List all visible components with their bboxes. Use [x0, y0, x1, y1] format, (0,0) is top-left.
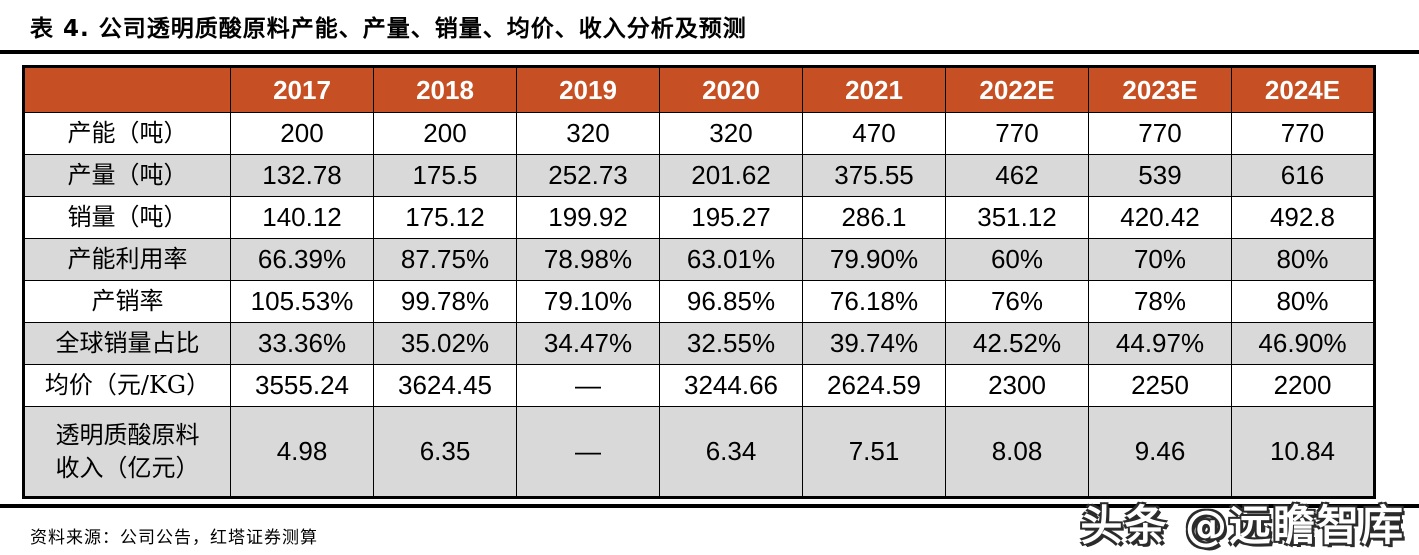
table-cell: 8.08	[945, 406, 1089, 498]
table-cell: 79.90%	[802, 238, 946, 281]
row-label: 产销率	[23, 280, 231, 323]
table-cell: 96.85%	[659, 280, 803, 323]
col-header-2019: 2019	[516, 66, 660, 113]
table-cell: 66.39%	[230, 238, 374, 281]
watermark: 头条 @远瞻智库	[1080, 501, 1405, 550]
col-header-2017: 2017	[230, 66, 374, 113]
table-cell: 492.8	[1231, 196, 1375, 239]
table-cell: 6.35	[373, 406, 517, 498]
table-cell: 3555.24	[230, 364, 374, 407]
table-cell: 286.1	[802, 196, 946, 239]
table-cell: 201.62	[659, 154, 803, 197]
table-cell: 44.97%	[1088, 322, 1232, 365]
table-cell: 200	[230, 112, 374, 155]
table-cell: 70%	[1088, 238, 1232, 281]
col-header-2024e: 2024E	[1231, 66, 1375, 113]
col-header-2021: 2021	[802, 66, 946, 113]
table-cell: 42.52%	[945, 322, 1089, 365]
footer-divider	[0, 504, 1419, 508]
table-cell: 76.18%	[802, 280, 946, 323]
col-header-2022e: 2022E	[945, 66, 1089, 113]
table-cell: 140.12	[230, 196, 374, 239]
table-row-output: 产量（吨） 132.78 175.5 252.73 201.62 375.55 …	[23, 154, 1375, 197]
table-row-avg-price: 均价（元/KG） 3555.24 3624.45 — 3244.66 2624.…	[23, 364, 1375, 407]
table-row-utilization: 产能利用率 66.39% 87.75% 78.98% 63.01% 79.90%…	[23, 238, 1375, 281]
table-cell: 78%	[1088, 280, 1232, 323]
table-cell: 2300	[945, 364, 1089, 407]
table-cell: 7.51	[802, 406, 946, 498]
table-cell: 175.12	[373, 196, 517, 239]
table-row-sales-ratio: 产销率 105.53% 99.78% 79.10% 96.85% 76.18% …	[23, 280, 1375, 323]
table-cell: 420.42	[1088, 196, 1232, 239]
table-cell: 132.78	[230, 154, 374, 197]
row-label: 透明质酸原料 收入（亿元）	[23, 406, 231, 498]
col-header-2023e: 2023E	[1088, 66, 1232, 113]
table-cell: 539	[1088, 154, 1232, 197]
table-cell: 39.74%	[802, 322, 946, 365]
table-cell: 616	[1231, 154, 1375, 197]
table-cell: 175.5	[373, 154, 517, 197]
data-table-container: 2017 2018 2019 2020 2021 2022E 2023E 202…	[22, 65, 1376, 499]
table-cell: 32.55%	[659, 322, 803, 365]
table-row-revenue: 透明质酸原料 收入（亿元） 4.98 6.35 — 6.34 7.51 8.08…	[23, 406, 1375, 498]
table-cell: 470	[802, 112, 946, 155]
page-title: 表 4. 公司透明质酸原料产能、产量、销量、均价、收入分析及预测	[30, 16, 747, 42]
col-header-2018: 2018	[373, 66, 517, 113]
table-cell: 6.34	[659, 406, 803, 498]
row-label: 均价（元/KG）	[23, 364, 231, 407]
table-cell: 2200	[1231, 364, 1375, 407]
table-cell: 770	[945, 112, 1089, 155]
table-cell: 375.55	[802, 154, 946, 197]
table-cell: 200	[373, 112, 517, 155]
table-cell: 195.27	[659, 196, 803, 239]
table-cell: 4.98	[230, 406, 374, 498]
row-label: 全球销量占比	[23, 322, 231, 365]
table-cell: 10.84	[1231, 406, 1375, 498]
table-cell: 105.53%	[230, 280, 374, 323]
table-cell: 320	[659, 112, 803, 155]
table-cell: 79.10%	[516, 280, 660, 323]
table-cell: 2250	[1088, 364, 1232, 407]
table-cell: 87.75%	[373, 238, 517, 281]
table-cell: 2624.59	[802, 364, 946, 407]
table-cell: —	[516, 406, 660, 498]
table-cell: 9.46	[1088, 406, 1232, 498]
row-label: 产量（吨）	[23, 154, 231, 197]
table-cell: 78.98%	[516, 238, 660, 281]
table-cell: —	[516, 364, 660, 407]
table-cell: 3244.66	[659, 364, 803, 407]
table-cell: 770	[1088, 112, 1232, 155]
col-header-2020: 2020	[659, 66, 803, 113]
title-divider	[0, 50, 1419, 54]
corner-cell	[23, 66, 231, 113]
table-cell: 99.78%	[373, 280, 517, 323]
table-cell: 199.92	[516, 196, 660, 239]
table-cell: 252.73	[516, 154, 660, 197]
row-label: 产能（吨）	[23, 112, 231, 155]
table-row-global-share: 全球销量占比 33.36% 35.02% 34.47% 32.55% 39.74…	[23, 322, 1375, 365]
table-cell: 3624.45	[373, 364, 517, 407]
table-cell: 76%	[945, 280, 1089, 323]
table-row-capacity: 产能（吨） 200 200 320 320 470 770 770 770	[23, 112, 1375, 155]
table-cell: 46.90%	[1231, 322, 1375, 365]
table-cell: 770	[1231, 112, 1375, 155]
source-note: 资料来源：公司公告，红塔证券测算	[30, 528, 318, 548]
table-cell: 320	[516, 112, 660, 155]
table-cell: 351.12	[945, 196, 1089, 239]
data-table: 2017 2018 2019 2020 2021 2022E 2023E 202…	[22, 65, 1376, 499]
table-cell: 34.47%	[516, 322, 660, 365]
table-row-sales-volume: 销量（吨） 140.12 175.12 199.92 195.27 286.1 …	[23, 196, 1375, 239]
table-cell: 63.01%	[659, 238, 803, 281]
table-cell: 80%	[1231, 238, 1375, 281]
table-cell: 33.36%	[230, 322, 374, 365]
table-cell: 60%	[945, 238, 1089, 281]
row-label: 产能利用率	[23, 238, 231, 281]
table-cell: 462	[945, 154, 1089, 197]
row-label: 销量（吨）	[23, 196, 231, 239]
table-cell: 35.02%	[373, 322, 517, 365]
header-row: 2017 2018 2019 2020 2021 2022E 2023E 202…	[23, 66, 1375, 113]
table-cell: 80%	[1231, 280, 1375, 323]
